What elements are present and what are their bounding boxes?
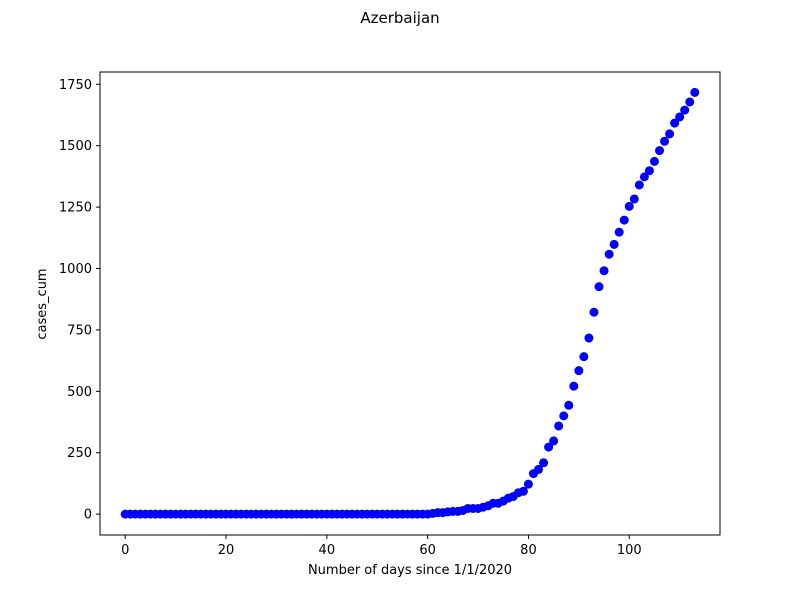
data-point (614, 227, 624, 237)
x-tick-label: 60 (419, 543, 436, 558)
data-point (523, 479, 533, 489)
data-point (639, 172, 649, 182)
x-tick-label: 100 (617, 543, 642, 558)
data-point (675, 112, 685, 122)
data-point (644, 166, 654, 176)
y-tick-label: 0 (84, 508, 92, 523)
chart-title: Azerbaijan (360, 9, 439, 27)
y-tick-label: 1250 (59, 201, 92, 216)
data-point (584, 333, 594, 343)
data-point (670, 118, 680, 128)
y-axis-ticks: 0 250 500 750 1000 1250 1500 1750 (59, 78, 100, 523)
y-tick-label: 500 (67, 385, 92, 400)
data-point (539, 458, 549, 468)
x-tick-label: 80 (520, 543, 537, 558)
data-point (660, 136, 670, 146)
data-point (564, 400, 574, 410)
x-tick-label: 0 (121, 543, 129, 558)
x-tick-label: 40 (319, 543, 336, 558)
data-point (518, 486, 528, 496)
data-point (685, 97, 695, 107)
data-point (629, 194, 639, 204)
y-tick-label: 1000 (59, 262, 92, 277)
data-point (680, 105, 690, 115)
data-point (554, 421, 564, 431)
data-point (549, 436, 559, 446)
data-point (579, 352, 589, 362)
data-point (589, 307, 599, 317)
data-points (120, 87, 700, 519)
data-point (559, 411, 569, 421)
data-point (649, 156, 659, 166)
data-point (604, 249, 614, 259)
y-tick-label: 1500 (59, 139, 92, 154)
data-point (655, 146, 665, 156)
plot-area-frame (99, 71, 721, 536)
y-tick-label: 250 (67, 446, 92, 461)
data-point (619, 215, 629, 225)
data-point (624, 201, 634, 211)
y-tick-label: 1750 (59, 78, 92, 93)
x-axis-label: Number of days since 1/1/2020 (308, 563, 512, 578)
data-point (609, 239, 619, 249)
data-point (634, 180, 644, 190)
data-point (574, 366, 584, 376)
data-point (594, 282, 604, 292)
data-point (690, 87, 700, 97)
data-point (569, 381, 579, 391)
y-axis-label: cases_cum (35, 268, 50, 339)
data-point (544, 442, 554, 452)
x-tick-label: 20 (218, 543, 235, 558)
data-point (665, 129, 675, 139)
y-tick-label: 750 (67, 323, 92, 338)
data-point (534, 464, 544, 474)
x-axis-ticks: 0 20 40 60 80 100 (121, 535, 642, 558)
data-point (599, 266, 609, 276)
